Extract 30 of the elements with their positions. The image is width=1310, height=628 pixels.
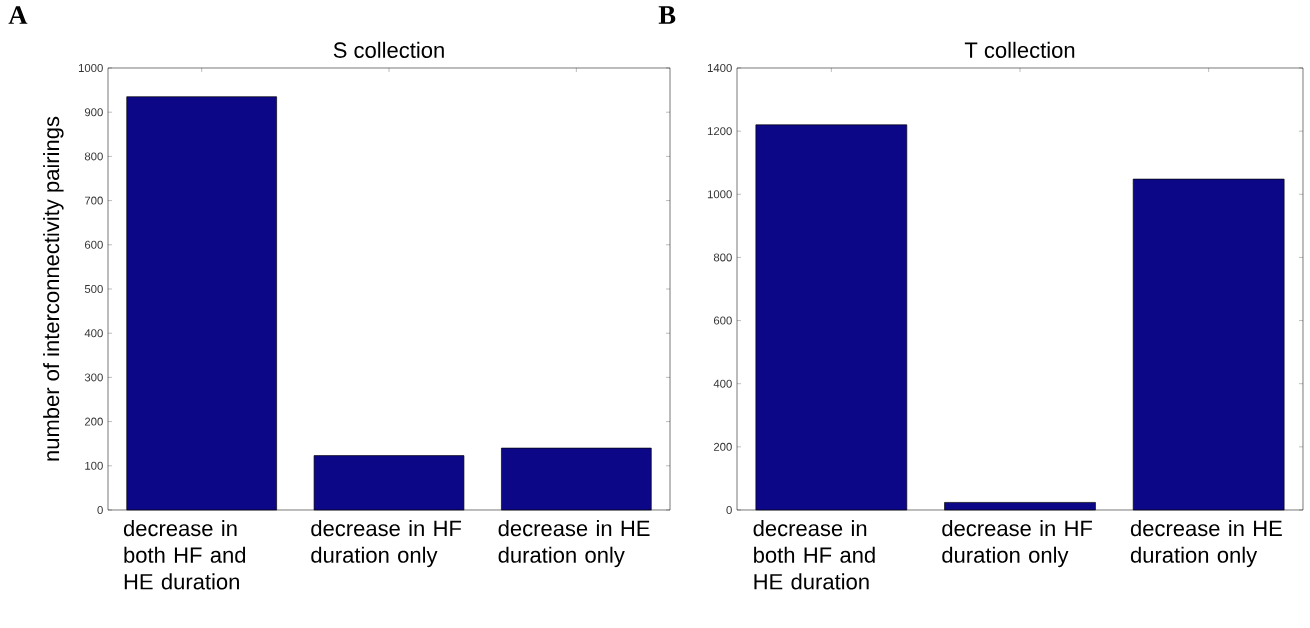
chart-title: T collection (964, 41, 1075, 58)
y-tick-label: 400 (713, 379, 732, 388)
x-tick-label: decrease in HF duration only (311, 520, 462, 568)
chart-title: S collection (333, 41, 444, 58)
y-tick-label: 900 (84, 108, 103, 117)
y-tick-label: 700 (84, 196, 103, 205)
y-tick-label: 1400 (707, 63, 732, 72)
y-tick-label: 600 (84, 240, 103, 249)
y-axis-title: number of interconnectivity pairings (43, 116, 64, 461)
y-tick-label: 100 (85, 461, 103, 470)
x-tick-label: decrease in HE duration only (1130, 520, 1282, 568)
text: B (658, 6, 676, 24)
y-tick-label: 500 (84, 284, 103, 293)
x-tick-label: decrease in HF duration only (942, 520, 1093, 568)
y-tick-label: 0 (97, 505, 103, 514)
y-tick-label: 1200 (707, 127, 732, 136)
y-tick-label: 200 (713, 442, 732, 451)
y-tick-label: 800 (84, 152, 103, 161)
y-tick-label: 200 (84, 417, 103, 426)
y-tick-label: 0 (726, 505, 732, 514)
y-tick-label: 800 (713, 253, 732, 262)
y-tick-label: 1000 (707, 190, 732, 199)
x-tick-label: decrease in both HF and HE duration (753, 520, 875, 590)
y-tick-label: 1000 (78, 63, 103, 72)
y-tick-label: 600 (713, 316, 732, 325)
y-tick-label: 300 (84, 373, 103, 382)
x-tick-label: decrease in both HF and HE duration (123, 520, 246, 590)
text: A (8, 6, 28, 24)
y-tick-label: 400 (84, 329, 103, 338)
x-tick-label: decrease in HE duration only (498, 520, 650, 568)
